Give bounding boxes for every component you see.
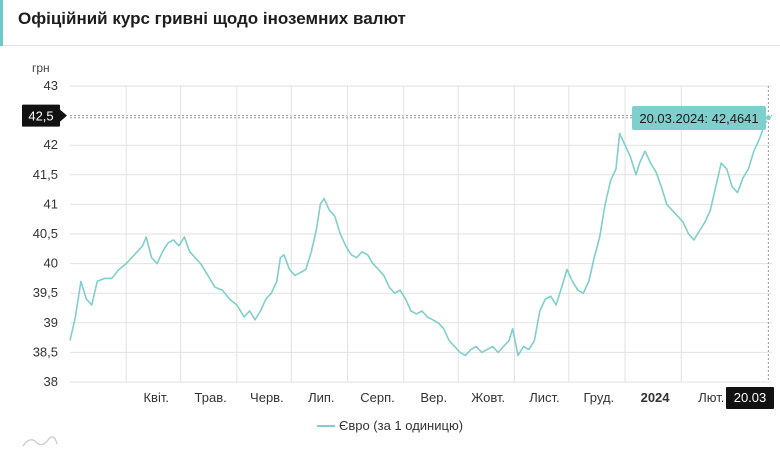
crosshair-x-tag [726, 387, 774, 409]
crosshair-y-tag-pointer [60, 109, 67, 122]
y-tick-label: 38,5 [33, 344, 58, 359]
x-tick-label: Груд. [584, 390, 615, 405]
widget-header: Офіційний курс гривні щодо іноземних вал… [0, 0, 780, 46]
x-tick-label: 2024 [641, 390, 671, 405]
x-tick-label: Вер. [420, 390, 447, 405]
y-tick-label: 43 [44, 78, 58, 93]
y-tick-label: 39,5 [33, 285, 58, 300]
accent-rule [0, 0, 3, 46]
chart-logo-icon [22, 436, 58, 447]
legend-label: Євро (за 1 одиницю) [338, 418, 464, 433]
exchange-rate-chart[interactable]: грн 43 42 41,5 41 40,5 40 39,5 39 38,5 38 Квіт. Трав… [0, 46, 780, 418]
y-axis-unit-label: грн [32, 61, 50, 75]
chart-title: Офіційний курс гривні щодо іноземних вал… [18, 9, 406, 28]
x-tick-label: Серп. [360, 390, 395, 405]
y-tick-label: 40 [44, 256, 58, 271]
x-tick-label: Черв. [250, 390, 284, 405]
x-tick-label: Лип. [308, 390, 334, 405]
crosshair-x-label: 20.03 [734, 390, 767, 405]
legend-swatch [316, 424, 335, 427]
x-tick-label: Лют. [698, 390, 724, 405]
x-tick-label: Жовт. [471, 390, 505, 405]
tooltip-text: 20.03.2024: 42,4641 [639, 111, 758, 126]
y-tick-label: 42 [44, 137, 58, 152]
x-tick-label: Лист. [529, 390, 559, 405]
chart-legend[interactable]: Євро (за 1 одиницю) [0, 418, 780, 433]
y-tick-label: 38 [44, 374, 58, 389]
crosshair-point [764, 114, 772, 122]
y-tick-label: 41,5 [33, 167, 58, 182]
crosshair-y-tag [22, 104, 60, 127]
x-tick-label: Квіт. [143, 390, 169, 405]
x-tick-label: Трав. [195, 390, 227, 405]
series-line-euro [69, 117, 770, 357]
y-tick-label: 41 [44, 196, 58, 211]
y-tick-label: 39 [44, 315, 58, 330]
y-tick-label: 40,5 [33, 226, 58, 241]
crosshair-y-label: 42,5 [28, 109, 53, 124]
tooltip-box [632, 106, 766, 130]
